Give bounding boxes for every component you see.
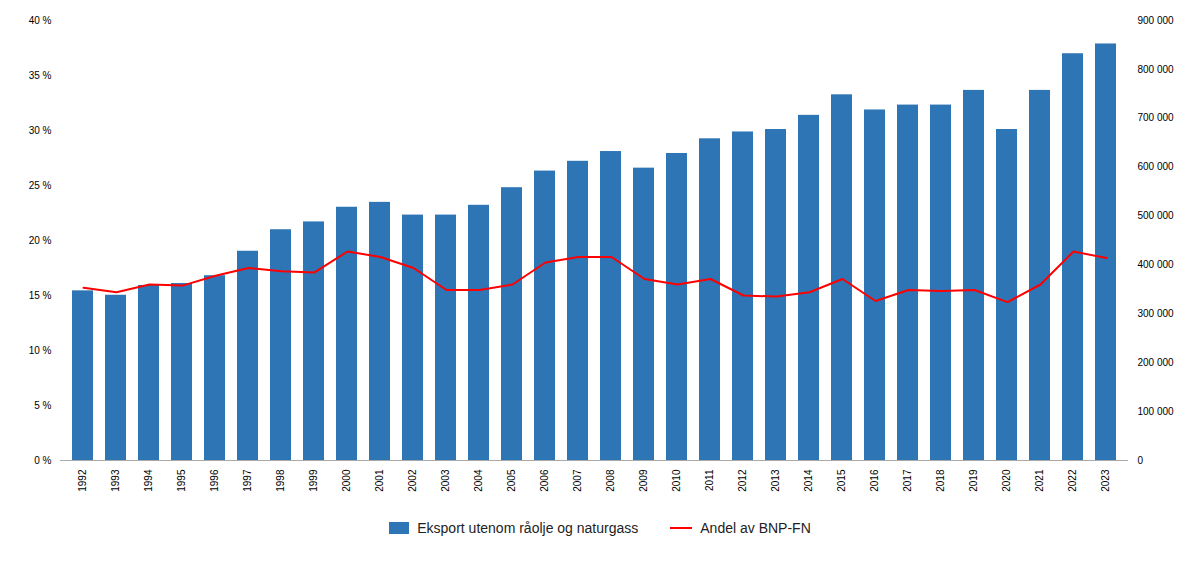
svg-text:2008: 2008 <box>605 469 616 492</box>
svg-text:15 %: 15 % <box>29 290 52 301</box>
svg-text:2002: 2002 <box>407 469 418 492</box>
svg-text:2021: 2021 <box>1034 469 1045 492</box>
svg-text:1999: 1999 <box>308 469 319 492</box>
svg-text:25 %: 25 % <box>29 180 52 191</box>
svg-text:2019: 2019 <box>968 469 979 492</box>
svg-text:2009: 2009 <box>638 469 649 492</box>
svg-text:2001: 2001 <box>374 469 385 492</box>
html-text:Eksport utenom råolje og natur: Eksport utenom råolje og naturgass <box>417 520 639 536</box>
svg-text:2023: 2023 <box>1100 469 1111 492</box>
svg-text:200 000: 200 000 <box>1138 357 1175 368</box>
svg-text:2011: 2011 <box>704 469 715 491</box>
svg-text:5 %: 5 % <box>34 400 51 411</box>
svg-text:700 000: 700 000 <box>1138 112 1175 123</box>
svg-text:2022: 2022 <box>1067 469 1078 492</box>
svg-text:20 %: 20 % <box>29 235 52 246</box>
svg-text:900 000: 900 000 <box>1138 15 1175 26</box>
svg-text:40 %: 40 % <box>29 15 52 26</box>
svg-text:1992: 1992 <box>77 469 88 492</box>
svg-text:2012: 2012 <box>737 469 748 492</box>
svg-text:2015: 2015 <box>836 469 847 492</box>
svg-text:2013: 2013 <box>770 469 781 492</box>
svg-text:600 000: 600 000 <box>1138 161 1175 172</box>
svg-text:800 000: 800 000 <box>1138 64 1175 75</box>
svg-text:2000: 2000 <box>341 469 352 492</box>
svg-text:1996: 1996 <box>209 469 220 492</box>
svg-text:500 000: 500 000 <box>1138 210 1175 221</box>
svg-text:10 %: 10 % <box>29 345 52 356</box>
svg-text:2005: 2005 <box>506 469 517 492</box>
svg-text:2004: 2004 <box>473 469 484 492</box>
svg-text:1998: 1998 <box>275 469 286 492</box>
svg-text:2014: 2014 <box>803 469 814 492</box>
svg-text:2017: 2017 <box>902 469 913 492</box>
svg-text:2007: 2007 <box>572 469 583 492</box>
svg-text:300 000: 300 000 <box>1138 308 1175 319</box>
svg-text:1997: 1997 <box>242 469 253 492</box>
html-text:Andel av BNP-FN: Andel av BNP-FN <box>700 520 811 536</box>
svg-text:2003: 2003 <box>440 469 451 492</box>
svg-text:2006: 2006 <box>539 469 550 492</box>
svg-text:100 000: 100 000 <box>1138 406 1175 417</box>
svg-text:30 %: 30 % <box>29 125 52 136</box>
svg-text:2018: 2018 <box>935 469 946 492</box>
svg-text:1994: 1994 <box>143 469 154 492</box>
svg-text:400 000: 400 000 <box>1138 259 1175 270</box>
svg-text:0 %: 0 % <box>34 455 51 466</box>
svg-text:2010: 2010 <box>671 469 682 492</box>
svg-text:1995: 1995 <box>176 469 187 492</box>
svg-text:2020: 2020 <box>1001 469 1012 492</box>
svg-text:2016: 2016 <box>869 469 880 492</box>
svg-text:0: 0 <box>1138 455 1144 466</box>
svg-text:35 %: 35 % <box>29 70 52 81</box>
svg-text:1993: 1993 <box>110 469 121 492</box>
